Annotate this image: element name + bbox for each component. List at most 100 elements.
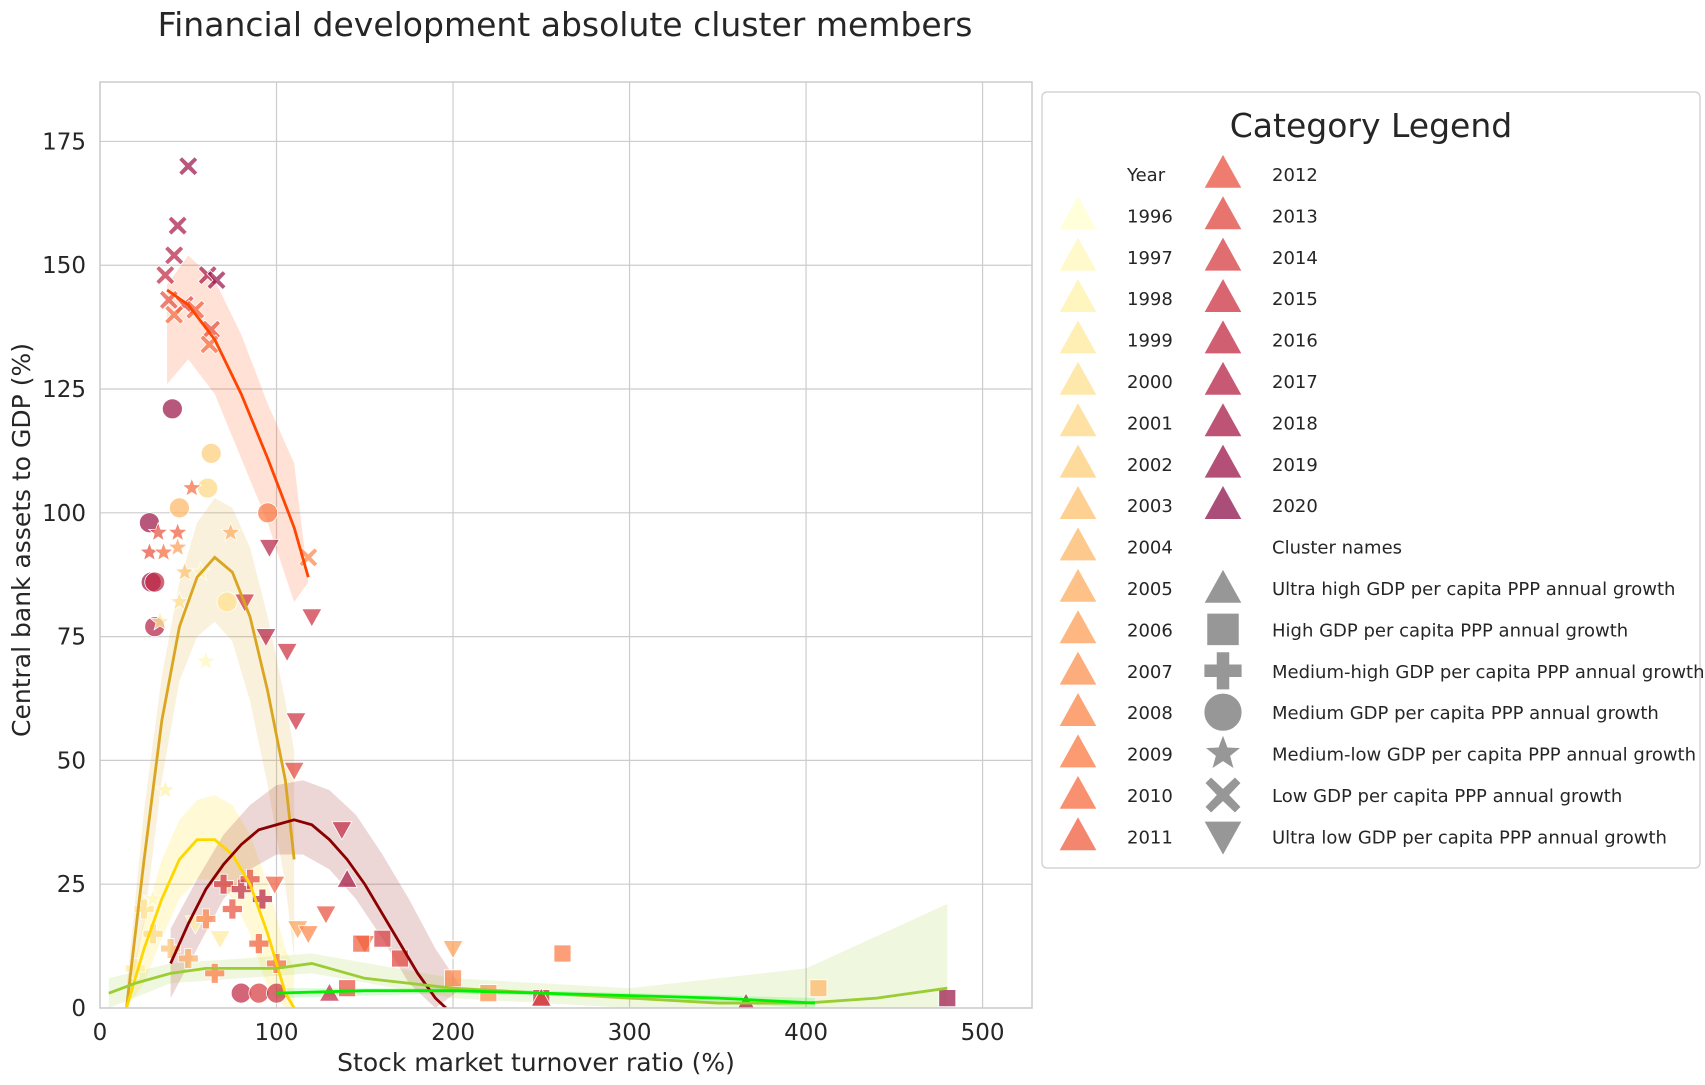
triangle-up-icon: [1058, 774, 1098, 810]
y-axis-label: Central bank assets to GDP (%): [7, 343, 36, 737]
legend-label: 2020: [1272, 496, 1318, 517]
legend-item: 2001: [1058, 401, 1173, 437]
data-point: [142, 887, 164, 909]
legend-item: 2016: [1203, 318, 1318, 355]
legend-label: 2000: [1127, 372, 1173, 393]
data-point: [442, 940, 464, 960]
legend-label: Ultra low GDP per capita PPP annual grow…: [1272, 827, 1667, 848]
confidence-band: [108, 904, 948, 1008]
legend-item: 2017: [1203, 360, 1318, 396]
legend-item: 2012: [1203, 153, 1318, 189]
legend-item: 2000: [1058, 360, 1173, 396]
data-point: [258, 539, 281, 559]
legend-label: 2008: [1127, 703, 1173, 724]
triangle-down-icon: [1203, 820, 1243, 857]
legend-label: 2010: [1127, 786, 1173, 807]
legend-label: Low GDP per capita PPP annual growth: [1272, 786, 1622, 807]
data-point: [149, 610, 171, 631]
triangle-up-icon: [1203, 277, 1243, 313]
legend-item: 2002: [1058, 442, 1173, 479]
legend-item: 1996: [1058, 194, 1173, 230]
legend-label: 2014: [1272, 248, 1318, 269]
legend-item: 2015: [1203, 277, 1318, 313]
x-tick-label: 500: [961, 1020, 1005, 1046]
legend-item: 2011: [1058, 815, 1173, 851]
data-point: [553, 944, 572, 963]
data-point: [809, 979, 828, 998]
legend: Category Legend Year 1996 1997 1998 1999 2000 2…: [1041, 91, 1705, 869]
data-point: [178, 156, 199, 177]
triangle-up-icon: [1058, 525, 1098, 562]
legend-item: 2003: [1058, 484, 1173, 520]
data-point: [315, 905, 337, 925]
fit-line: [125, 838, 296, 1008]
fit-lines: [108, 288, 948, 1008]
data-point: [255, 628, 277, 648]
legend-item: 2010: [1058, 774, 1173, 810]
triangle-up-icon: [1058, 567, 1098, 603]
legend-item: 2007: [1058, 649, 1173, 686]
legend-label: 2015: [1272, 289, 1318, 310]
legend-label: 1998: [1127, 289, 1173, 310]
legend-item: Cluster names: [1272, 538, 1402, 559]
legend-item: 2008: [1058, 691, 1173, 727]
legend-item: 2020: [1203, 484, 1318, 520]
legend-section-header: Year: [1126, 165, 1166, 186]
legend-title: Category Legend: [1230, 106, 1512, 145]
y-tick-label: 175: [42, 129, 86, 155]
legend-item: Medium-low GDP per capita PPP annual gro…: [1203, 733, 1696, 770]
plot-area: [100, 82, 1032, 1008]
y-tick-label: 0: [71, 996, 86, 1022]
data-point: [283, 761, 305, 782]
legend-label: 2004: [1127, 538, 1173, 559]
y-tick-label: 100: [42, 501, 86, 527]
data-point: [168, 590, 191, 611]
triangle-up-icon: [1203, 235, 1243, 272]
data-point: [248, 982, 270, 1004]
legend-label: Ultra high GDP per capita PPP annual gro…: [1272, 579, 1675, 600]
data-point: [938, 989, 957, 1007]
data-point: [331, 821, 353, 841]
legend-item: Year: [1126, 165, 1166, 186]
legend-label: 2018: [1272, 413, 1318, 434]
data-point: [338, 979, 357, 998]
data-point: [152, 541, 175, 562]
triangle-up-icon: [1058, 815, 1098, 851]
data-point: [352, 934, 371, 953]
x-tick-label: 300: [608, 1020, 652, 1046]
data-point: [230, 878, 252, 900]
legend-label: 2017: [1272, 372, 1318, 393]
data-point: [221, 898, 243, 920]
confidence-band: [126, 795, 295, 1008]
triangle-up-icon: [1203, 484, 1243, 520]
data-point: [239, 868, 261, 890]
confidence-band: [276, 988, 815, 1008]
data-point: [154, 778, 176, 800]
legend-label: 2002: [1127, 455, 1173, 476]
data-point: [142, 923, 164, 945]
y-tick-label: 50: [57, 748, 86, 774]
legend-label: 2009: [1127, 745, 1173, 766]
triangle-up-icon: [1203, 401, 1243, 437]
legend-item: 2018: [1203, 401, 1318, 437]
legend-item: 2019: [1203, 442, 1318, 479]
data-point: [336, 868, 358, 888]
legend-label: 2003: [1127, 496, 1173, 517]
x-tick-label: 400: [784, 1020, 828, 1046]
data-point: [164, 245, 185, 266]
triangle-up-icon: [1058, 732, 1098, 769]
data-point: [167, 215, 188, 236]
data-point: [220, 521, 242, 542]
data-point: [164, 304, 185, 325]
data-point: [167, 536, 189, 557]
data-point: [530, 987, 552, 1007]
legend-item: 1999: [1058, 318, 1173, 355]
y-tick-label: 150: [42, 253, 86, 279]
confidence-band: [170, 780, 462, 1008]
data-point: [257, 502, 279, 524]
legend-label: 2013: [1272, 206, 1318, 227]
y-tick-label: 25: [57, 872, 86, 898]
x-tick-label: 0: [93, 1020, 108, 1046]
triangle-up-icon: [1058, 235, 1098, 272]
